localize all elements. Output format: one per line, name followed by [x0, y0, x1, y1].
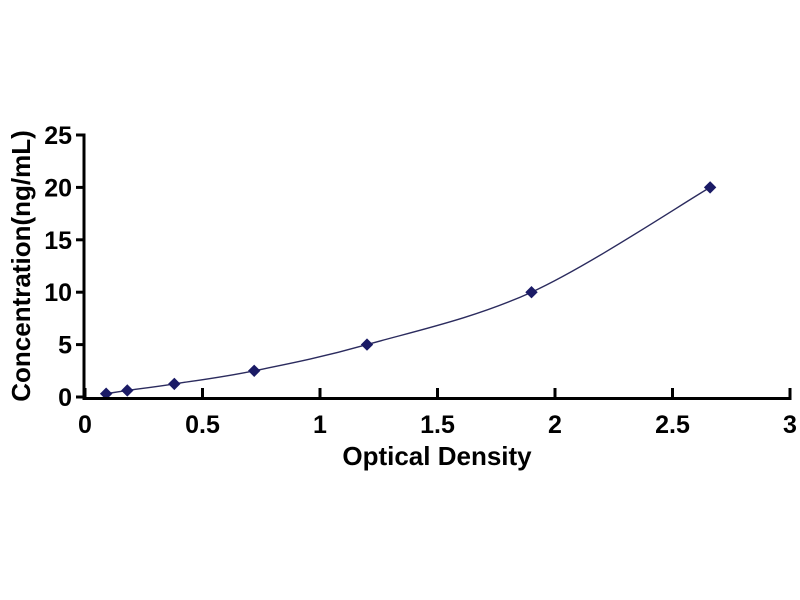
y-tick-label: 15	[44, 227, 72, 255]
y-tick-label: 25	[44, 122, 72, 150]
y-axis-title: Concentration(ng/mL)	[6, 130, 36, 402]
y-tick-label: 20	[44, 174, 72, 202]
data-point-marker	[168, 377, 181, 391]
standard-curve-line	[106, 186, 711, 395]
y-tick-label: 0	[58, 384, 72, 412]
x-tick-label: 0.5	[185, 411, 220, 439]
x-tick-label: 1.5	[420, 411, 455, 439]
data-point-marker	[360, 338, 374, 351]
x-tick-label: 0	[78, 411, 92, 439]
x-tick-label: 2	[548, 411, 562, 439]
data-point-marker	[703, 181, 717, 194]
y-tick-label: 10	[44, 279, 72, 307]
axis-ticks	[76, 133, 792, 399]
x-axis-title: Optical Density	[342, 441, 532, 471]
y-tick-label: 5	[58, 332, 72, 360]
data-point-marker	[247, 364, 261, 378]
tick-labels: 0 0.5 1 1.5 2 2.5 3 0 5 10 15 20 25	[44, 122, 797, 439]
x-tick-label: 2.5	[655, 411, 690, 439]
axis-lines	[82, 133, 792, 400]
x-tick-label: 3	[783, 411, 797, 439]
x-tick-label: 1	[313, 411, 327, 439]
data-point-marker	[525, 285, 538, 299]
data-series	[99, 181, 717, 400]
data-point-marker	[121, 384, 134, 397]
